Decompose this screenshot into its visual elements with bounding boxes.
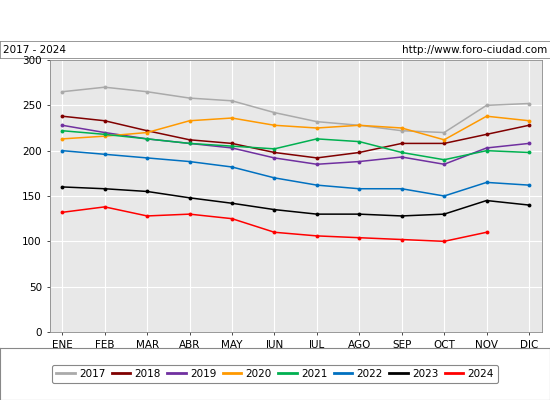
Text: Evolucion del paro registrado en Villafranca del Bierzo: Evolucion del paro registrado en Villafr… (94, 14, 456, 28)
Legend: 2017, 2018, 2019, 2020, 2021, 2022, 2023, 2024: 2017, 2018, 2019, 2020, 2021, 2022, 2023… (52, 365, 498, 383)
Text: 2017 - 2024: 2017 - 2024 (3, 45, 66, 55)
Text: http://www.foro-ciudad.com: http://www.foro-ciudad.com (402, 45, 547, 55)
